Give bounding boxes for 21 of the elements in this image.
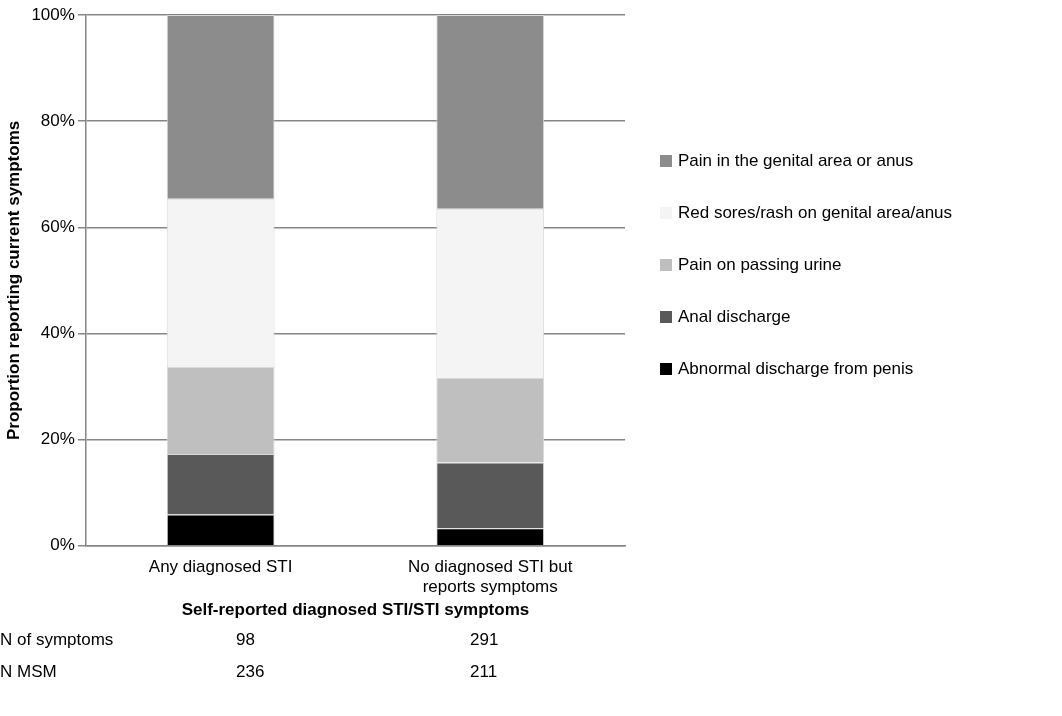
y-tick-label: 20%: [40, 429, 75, 449]
x-axis-title: Self-reported diagnosed STI/STI symptoms: [181, 600, 530, 620]
legend-label: Anal discharge: [678, 307, 791, 327]
legend-label: Pain on passing urine: [678, 255, 842, 275]
text: 98: [236, 630, 255, 650]
x-tick-label: No diagnosed STI but reports symptoms: [407, 556, 573, 597]
text: N of symptoms: [0, 630, 114, 650]
y-tick-label: 80%: [40, 110, 75, 130]
text: N MSM: [0, 662, 57, 682]
x-tick-label: Any diagnosed STI: [148, 556, 293, 576]
legend-label: Pain in the genital area or anus: [678, 151, 914, 171]
legend-label: Abnormal discharge from penis: [678, 359, 914, 379]
text: 211: [470, 662, 498, 682]
y-tick-label: 60%: [40, 217, 75, 237]
y-tick-label: 100%: [31, 4, 75, 24]
legend-label: Red sores/rash on genital area/anus: [678, 203, 953, 223]
y-tick-label: 0%: [50, 535, 75, 555]
text: 236: [236, 662, 265, 682]
text: 291: [470, 630, 499, 650]
y-axis-title: Proportion reporting current symptoms: [3, 120, 23, 441]
y-tick-label: 40%: [40, 323, 75, 343]
